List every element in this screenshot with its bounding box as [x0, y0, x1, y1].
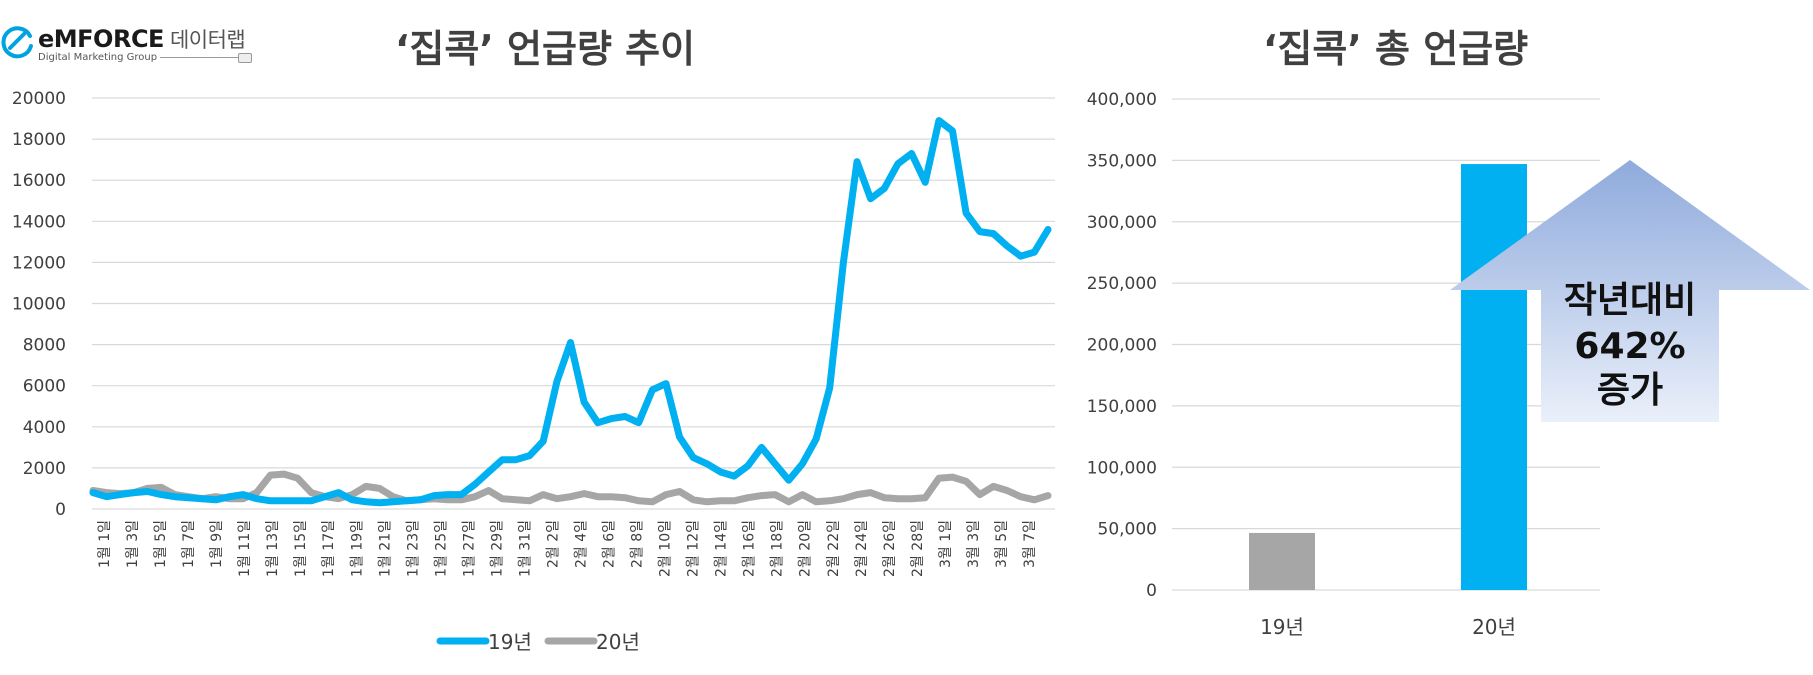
emforce-logo: eMFORCE 데이터랩 Digital Marketing Group: [0, 22, 260, 66]
y-tick-label: 350,000: [1087, 151, 1157, 171]
x-tick-label: 3월 5일: [994, 520, 1010, 568]
y-tick-label: 250,000: [1087, 274, 1157, 294]
y-tick-label: 200,000: [1087, 336, 1157, 356]
x-tick-label: 2월 4일: [574, 520, 590, 568]
legend-label-0: 19년: [488, 630, 532, 654]
y-tick-label: 100,000: [1087, 458, 1157, 478]
y-tick-label: 0: [55, 500, 66, 520]
y-tick-label: 18000: [12, 130, 66, 150]
x-tick-label: 2월 10일: [658, 520, 674, 577]
x-tick-label: 1월 15일: [293, 520, 309, 577]
y-tick-label: 10000: [12, 295, 66, 315]
y-tick-label: 400,000: [1087, 90, 1157, 110]
logo-line: [160, 57, 238, 58]
x-tick-label: 1월 17일: [321, 520, 337, 577]
x-tick-label: 1월 5일: [153, 520, 169, 568]
x-tick-label: 1월 1일: [97, 520, 113, 568]
y-tick-label: 16000: [12, 171, 66, 191]
x-tick-label: 2월 24일: [854, 520, 870, 577]
y-tick-label: 4000: [23, 418, 66, 438]
legend-label-1: 20년: [596, 630, 640, 654]
x-tick-label: 1월 9일: [209, 520, 225, 568]
y-tick-label: 14000: [12, 212, 66, 232]
x-tick-label: 1월 13일: [265, 520, 281, 577]
y-tick-label: 300,000: [1087, 213, 1157, 233]
x-tick-label: 2월 12일: [686, 520, 702, 577]
bar-chart-title: ‘집콕’ 총 언급량: [1263, 27, 1529, 71]
x-tick-label: 1월 25일: [433, 520, 449, 577]
x-tick-label: 2월 6일: [602, 520, 618, 568]
x-tick-label: 2월 8일: [630, 520, 646, 568]
x-tick-label: 2월 16일: [742, 520, 758, 577]
y-tick-label: 8000: [23, 336, 66, 356]
y-tick-label: 150,000: [1087, 397, 1157, 417]
y-tick-label: 50,000: [1098, 520, 1157, 540]
logo-brand: eMFORCE 데이터랩: [38, 25, 246, 53]
y-tick-label: 6000: [23, 377, 66, 397]
x-tick-label: 1월 27일: [461, 520, 477, 577]
x-tick-label: 1월 7일: [181, 520, 197, 568]
x-tick-label: 1월 21일: [377, 520, 393, 577]
x-tick-label: 20년: [1472, 615, 1516, 639]
x-tick-label: 2월 14일: [714, 520, 730, 577]
y-tick-label: 20000: [12, 89, 66, 109]
x-tick-label: 2월 28일: [910, 520, 926, 577]
x-tick-label: 1월 31일: [517, 520, 533, 577]
x-tick-label: 2월 20일: [798, 520, 814, 577]
annotation-line-2: 증가: [1597, 370, 1663, 411]
x-tick-label: 1월 29일: [489, 520, 505, 577]
logo-subtitle: Digital Marketing Group: [38, 52, 158, 63]
annotation-line-1: 642%: [1574, 326, 1685, 367]
bar-1: [1461, 164, 1527, 590]
x-tick-label: 2월 22일: [826, 520, 842, 577]
series-line-0: [89, 117, 1052, 507]
y-tick-label: 2000: [23, 459, 66, 479]
x-tick-label: 1월 19일: [349, 520, 365, 577]
line-chart: 0 2000 4000 6000 8000 10000 12000 14000 16000 180…: [12, 89, 1055, 654]
x-tick-label: 3월 7일: [1022, 520, 1038, 568]
x-tick-label: 2월 26일: [882, 520, 898, 577]
x-tick-label: 3월 3일: [966, 520, 982, 568]
logo-mark-icon: [1, 26, 33, 59]
y-tick-label: 12000: [12, 253, 66, 273]
line-chart-title: ‘집콕’ 언급량 추이: [395, 27, 696, 71]
logo-dot: [238, 53, 252, 63]
increase-arrow-icon: [1450, 160, 1810, 422]
x-tick-label: 2월 2일: [546, 520, 562, 568]
x-tick-label: 19년: [1260, 615, 1304, 639]
annotation-line-0: 작년대비: [1564, 280, 1696, 321]
x-tick-label: 1월 3일: [125, 520, 141, 568]
x-tick-label: 1월 23일: [405, 520, 421, 577]
x-tick-label: 1월 11일: [237, 520, 253, 577]
x-tick-label: 2월 18일: [770, 520, 786, 577]
bar-0: [1249, 532, 1315, 590]
x-tick-label: 3월 1일: [938, 520, 954, 568]
y-tick-label: 0: [1146, 581, 1157, 601]
